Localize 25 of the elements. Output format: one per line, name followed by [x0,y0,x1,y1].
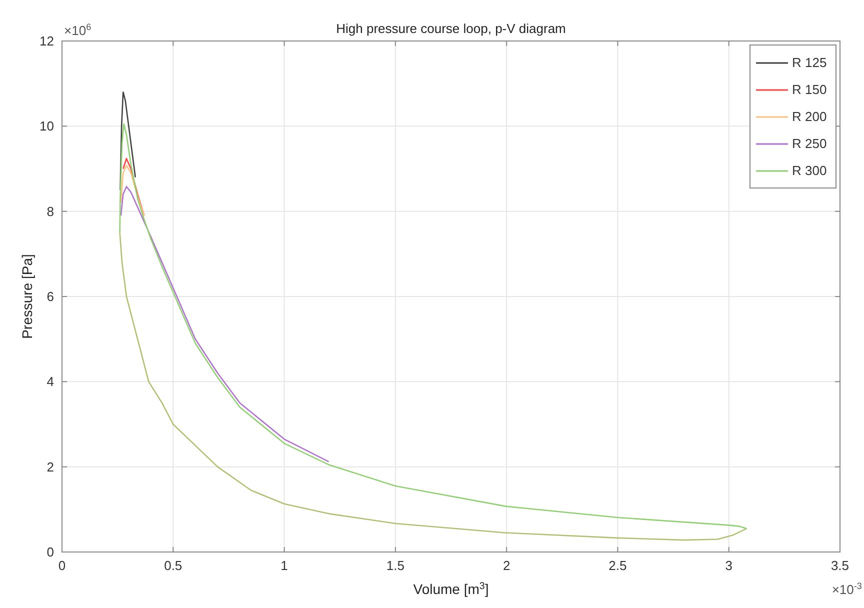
x-tick-label: 0 [58,558,66,573]
x-tick-label: 3.5 [830,558,850,573]
x-tick-label: 3 [725,558,732,573]
text: ×10$^{-3}$ [832,581,862,597]
y-tick-label: 2 [46,459,54,474]
y-tick-label: 6 [46,289,54,304]
chart-title: High pressure course loop, p-V diagram [336,21,566,36]
x-tick-label: 1 [280,558,288,573]
legend-label: R 250 [792,136,827,151]
x-tick-label: 1.5 [386,558,404,573]
legend-label: R 300 [792,163,827,178]
y-tick-label: 0 [46,544,54,560]
x-axis-title: Volume [m$^{3}$] [413,580,489,597]
y-tick-label: 10 [40,118,54,134]
x-tick-label: 2.5 [608,558,627,573]
y-tick-label: 4 [46,374,54,390]
y-tick-label: 8 [46,204,54,219]
x-tick-label: 2 [502,558,510,573]
legend-label: R 150 [792,82,827,97]
x-tick-label: 0.5 [164,558,182,573]
legend-label: R 125 [792,55,827,70]
legend-label: R 200 [792,109,827,124]
text: ×10$^{6}$ [64,22,92,38]
y-tick-label: 12 [40,34,54,48]
y-axis-title: Pressure [Pa] [19,254,35,339]
